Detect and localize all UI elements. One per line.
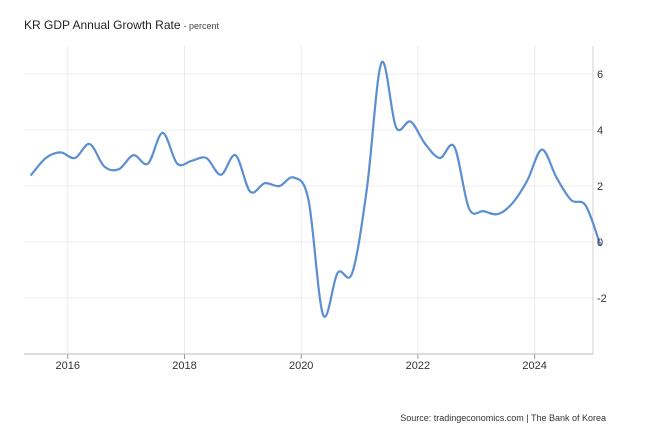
series-line xyxy=(30,60,602,318)
chart-axes xyxy=(24,46,594,359)
chart-ticks: -2 0 2 4 6 2016 2018 2020 2022 2024 xyxy=(56,69,607,372)
y-tick-label: 6 xyxy=(597,69,603,81)
x-tick-label: 2016 xyxy=(56,360,80,372)
source-note: Source: tradingeconomics.com | The Bank … xyxy=(400,413,606,423)
chart-subtitle: - percent xyxy=(183,21,220,31)
chart-grid xyxy=(24,46,593,354)
y-tick-label: -2 xyxy=(597,293,607,305)
x-tick-label: 2022 xyxy=(406,360,430,372)
y-tick-label: 0 xyxy=(597,237,603,249)
x-tick-label: 2024 xyxy=(522,360,546,372)
x-tick-label: 2018 xyxy=(172,360,196,372)
y-tick-label: 4 xyxy=(597,125,603,137)
x-tick-label: 2020 xyxy=(289,360,313,372)
chart-title: KR GDP Annual Growth Rate xyxy=(24,18,181,32)
chart-title-block: KR GDP Annual Growth Rate - percent xyxy=(24,16,219,34)
chart-series xyxy=(30,60,602,318)
y-tick-label: 2 xyxy=(597,181,603,193)
